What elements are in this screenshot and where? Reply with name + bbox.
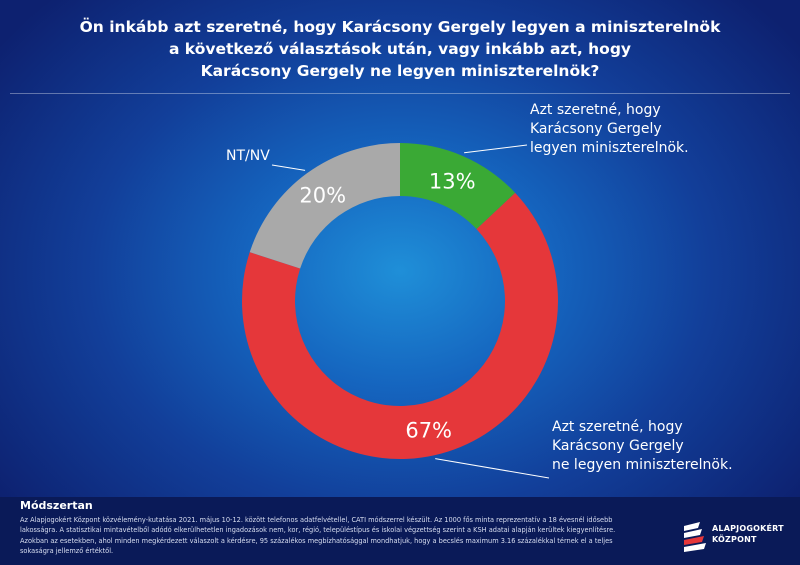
slice-no: [242, 192, 559, 459]
organization-logo: ALAPJOGOKÉRT KÖZPONT: [680, 520, 790, 556]
slice-yes: [400, 143, 516, 230]
category-label-nt-nv: NT/NV: [226, 148, 270, 164]
category-label-no: Azt szeretné, hogy Karácsony Gergely ne …: [552, 419, 733, 473]
logo-line-1: ALAPJOGOKÉRT: [712, 524, 784, 533]
slice-yes-leader-line: [464, 144, 528, 154]
donut-chart: 13% 67% 20%: [242, 143, 559, 479]
logo-emblem-icon: [684, 522, 706, 552]
slice-yes-value-label: 13%: [429, 169, 476, 193]
slice-nt-nv-leader-line: [271, 164, 306, 171]
title-line-1: Ön inkább azt szeretné, hogy Karácsony G…: [79, 18, 721, 36]
slice-nt-nv: [249, 143, 400, 269]
chart-title: Ön inkább azt szeretné, hogy Karácsony G…: [60, 16, 740, 82]
methodology-text: Az Alapjogokért Központ közvélemény-kuta…: [20, 516, 616, 556]
slice-no-value-label: 67%: [405, 418, 452, 442]
title-line-2: a következő választások után, vagy inkáb…: [168, 40, 632, 58]
footer-band: [0, 497, 800, 565]
slice-no-leader-line: [435, 458, 550, 479]
title-divider: [10, 93, 790, 94]
methodology-title: Módszertan: [20, 499, 93, 512]
logo-line-2: KÖZPONT: [712, 535, 757, 544]
slice-nt-nv-value-label: 20%: [299, 184, 346, 208]
category-label-yes: Azt szeretné, hogy Karácsony Gergely leg…: [530, 102, 689, 156]
title-line-3: Karácsony Gergely ne legyen minisztereln…: [200, 62, 600, 80]
